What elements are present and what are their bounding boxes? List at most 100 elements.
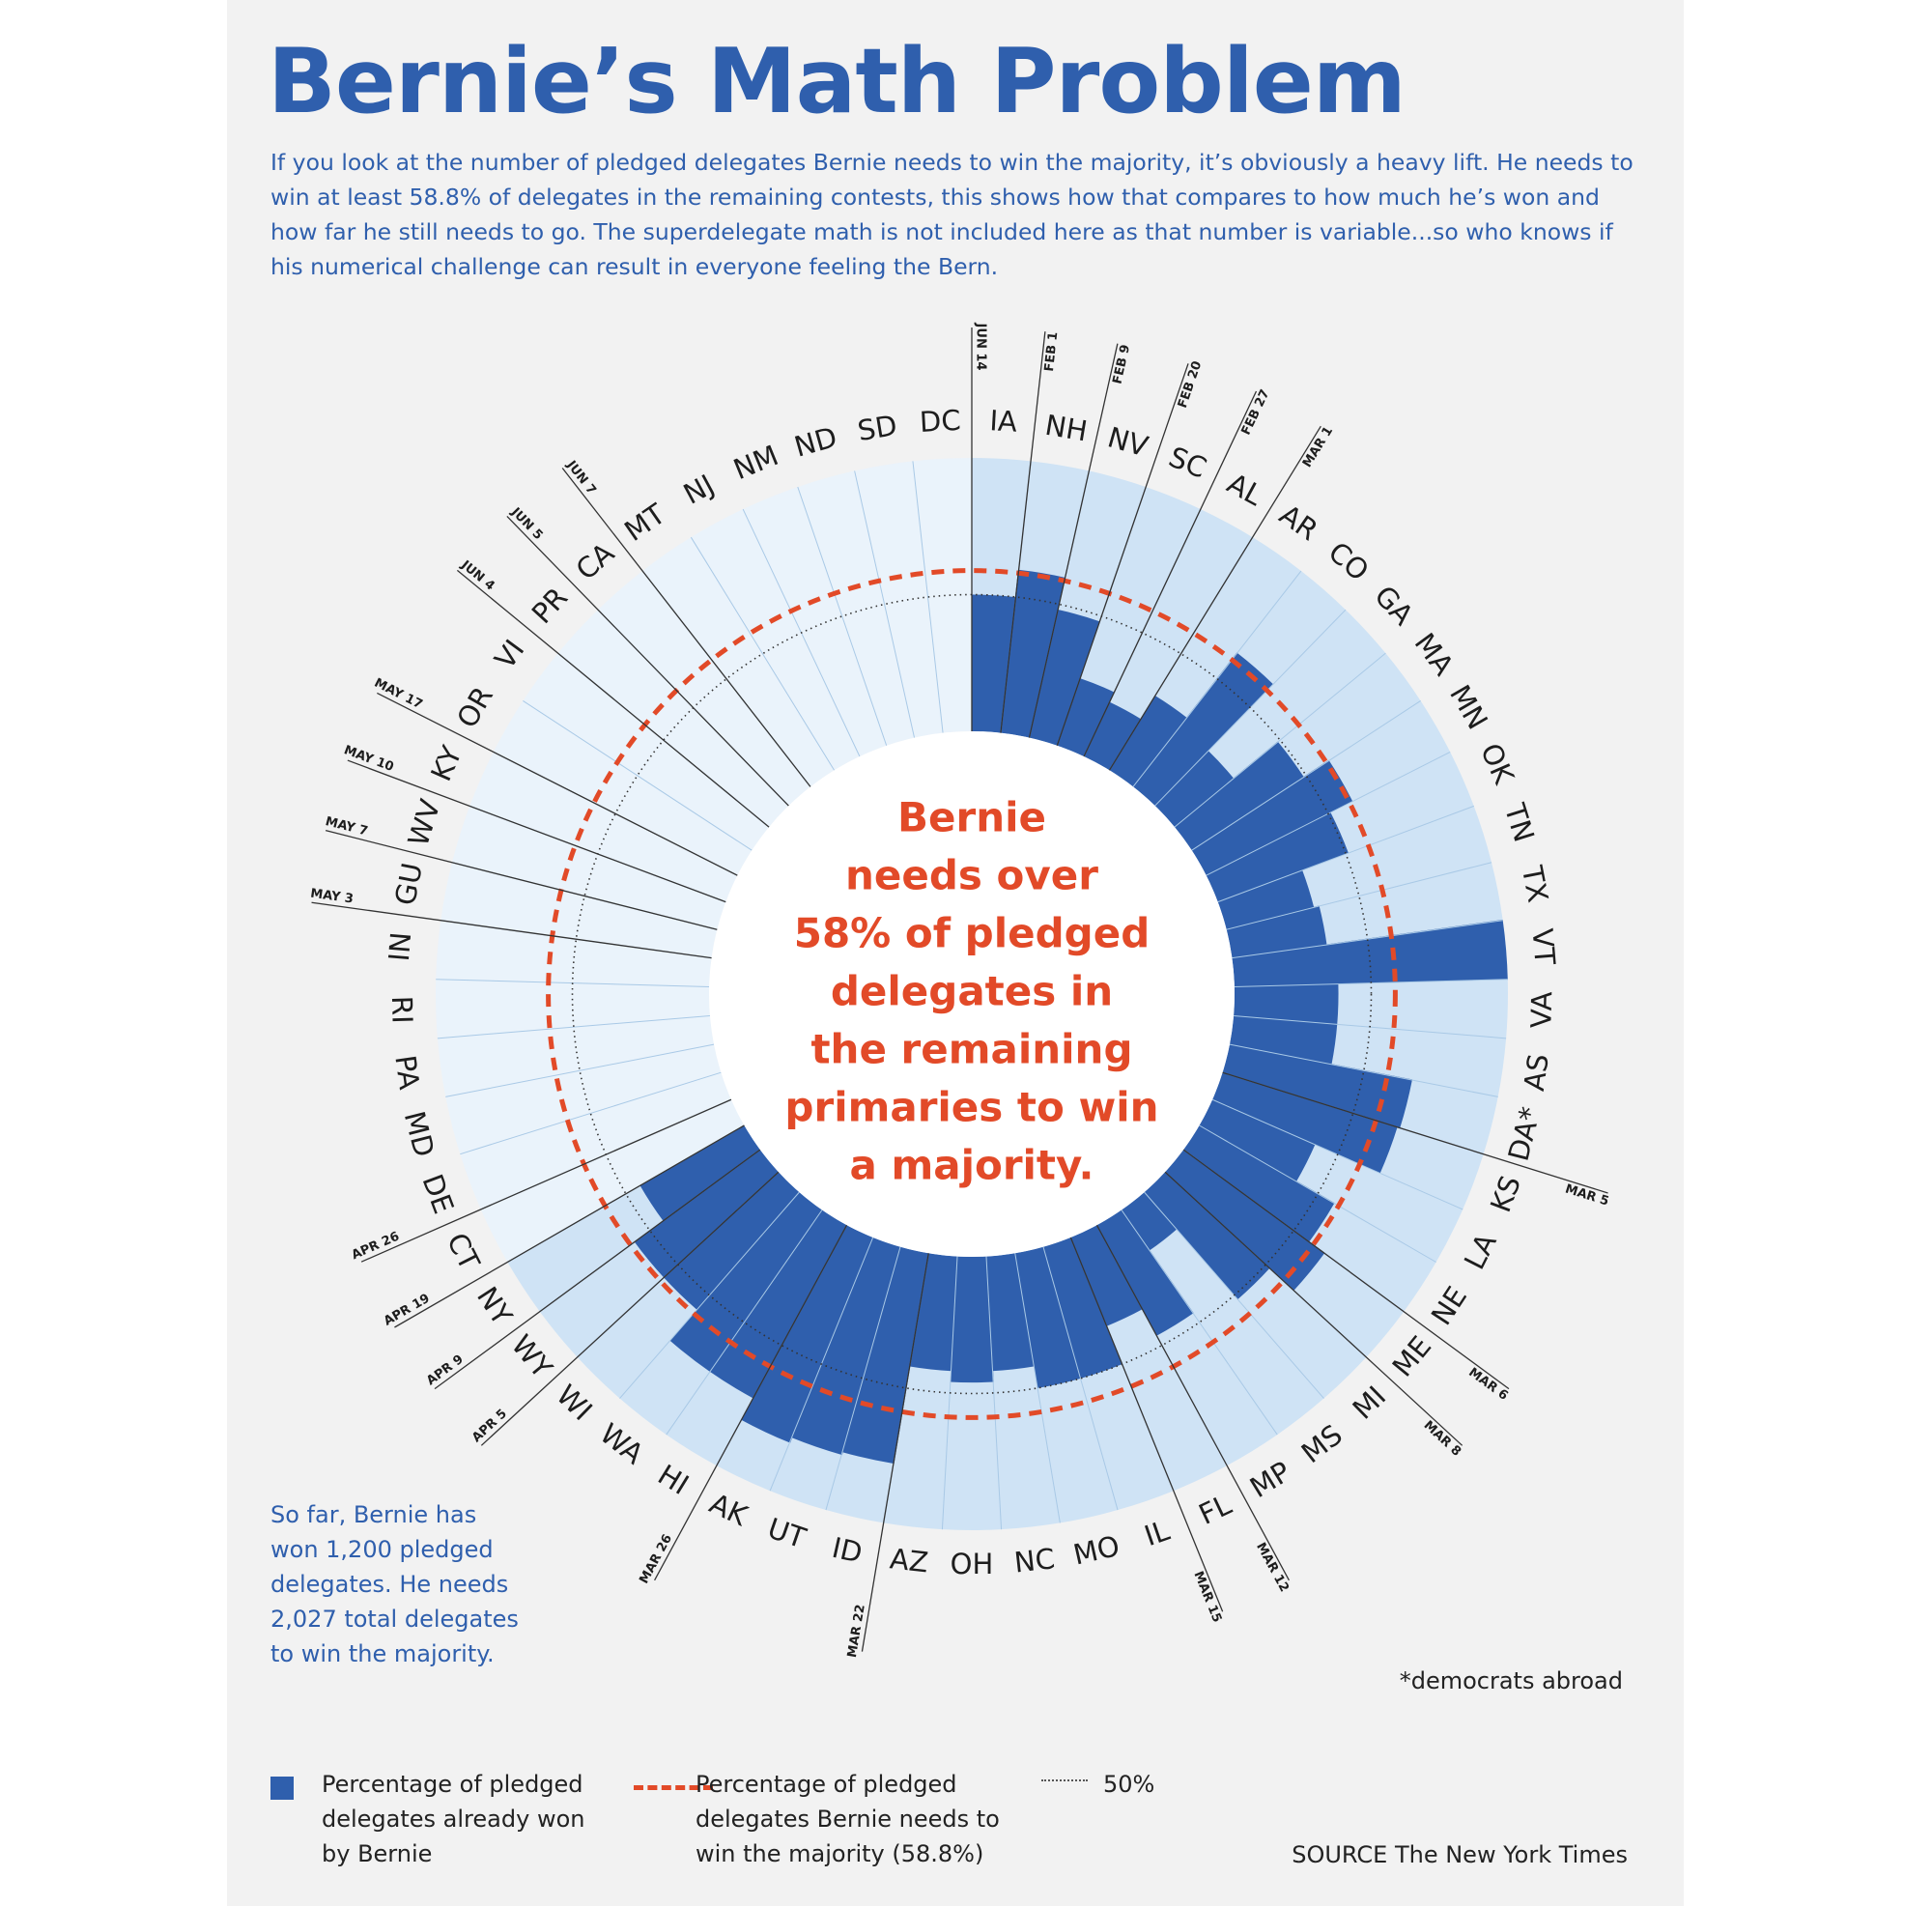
date-boundary-line: [480, 1171, 780, 1446]
state-label-AK: AK: [704, 1487, 753, 1533]
sector-DC: [912, 458, 972, 733]
state-label-ND: ND: [791, 420, 841, 464]
state-label-RI: RI: [385, 995, 419, 1024]
state-label-AZ: AZ: [888, 1542, 929, 1579]
date-boundary-line: [377, 692, 738, 876]
center-headline-line: 58% of pledged: [794, 910, 1151, 957]
won-bar-SC: [1056, 677, 1115, 757]
state-label-DA: DA*: [1502, 1103, 1548, 1164]
sector-WV: [451, 806, 726, 930]
legend-needed-dash: [634, 1785, 713, 1790]
sector-divider: [797, 486, 888, 746]
sector-OR: [493, 700, 753, 876]
state-label-AL: AL: [1222, 467, 1268, 512]
won-bar-IL: [1042, 1237, 1123, 1380]
date-boundary-line: [394, 1124, 745, 1328]
state-label-WY: WY: [505, 1328, 559, 1384]
center-disc: [709, 731, 1235, 1257]
state-label-TN: TN: [1498, 799, 1542, 846]
won-bar-HI: [709, 1209, 847, 1399]
date-boundary-line: [1069, 1237, 1224, 1612]
state-label-SC: SC: [1164, 441, 1211, 485]
state-label-VT: VT: [1525, 927, 1561, 967]
date-boundary-line: [561, 468, 811, 787]
state-label-PR: PR: [526, 581, 575, 630]
date-label: JUN 14: [974, 323, 988, 371]
won-bar-DA: [1222, 1043, 1412, 1129]
won-bar-IA: [971, 594, 1017, 733]
date-label: MAR 15: [1190, 1570, 1224, 1625]
sector-divider: [445, 1043, 715, 1097]
sector-SD: [854, 461, 944, 738]
sector-MD: [445, 1044, 722, 1154]
state-label-AS: AS: [1518, 1052, 1555, 1094]
won-bar-TX: [1226, 905, 1327, 959]
center-layer: Bernie needs over 58% of pledged delegates …: [709, 731, 1235, 1257]
date-label: JUN 5: [507, 504, 545, 543]
sector-divider: [1042, 1246, 1119, 1511]
legend-won-label: Percentage of pledged delegates already …: [322, 1771, 585, 1867]
sector-DE: [460, 1072, 731, 1209]
date-boundary-line: [311, 901, 712, 959]
sector-divider: [1199, 1124, 1436, 1263]
state-label-CO: CO: [1322, 535, 1376, 587]
state-label-MO: MO: [1070, 1529, 1122, 1572]
state-label-MD: MD: [398, 1108, 441, 1160]
state-label-DC: DC: [919, 404, 961, 439]
date-boundary-line: [347, 759, 726, 903]
date-label: FEB 20: [1176, 359, 1206, 410]
date-boundary-line: [456, 569, 770, 828]
state-label-SD: SD: [855, 409, 899, 447]
state-label-NH: NH: [1043, 409, 1091, 448]
date-boundary-line: [325, 829, 718, 930]
date-boundary-line: [360, 1098, 732, 1263]
date-label: FEB 27: [1239, 387, 1273, 438]
sector-divider: [854, 470, 916, 738]
sector-divider: [1174, 652, 1386, 828]
state-label-UT: UT: [763, 1512, 810, 1555]
center-headline-line: a majority.: [850, 1142, 1094, 1189]
won-bar-ME: [1164, 1149, 1325, 1292]
sector-MS: [1121, 1192, 1324, 1436]
intro-paragraph: If you look at the number of pledged del…: [270, 149, 1634, 280]
state-label-FL: FL: [1194, 1488, 1236, 1531]
state-label-ME: ME: [1386, 1330, 1438, 1383]
sector-NM: [743, 487, 887, 757]
won-bar-AZ: [909, 1253, 958, 1372]
sector-divider: [1217, 805, 1474, 903]
legend-fifty-label: 50%: [1103, 1771, 1155, 1798]
state-label-PA: PA: [388, 1053, 426, 1092]
sector-layer: [436, 458, 1508, 1531]
won-bar-VA: [1234, 982, 1339, 1025]
won-bar-AR: [1109, 695, 1188, 787]
sector-IN: [436, 920, 712, 987]
won-bar-OK: [1206, 811, 1350, 903]
state-label-AR: AR: [1273, 498, 1323, 547]
date-boundary-line: [1182, 1149, 1510, 1390]
won-bar-AK: [740, 1225, 874, 1443]
sector-PR: [557, 610, 789, 828]
footnote-democrats-abroad: *democrats abroad: [1399, 1667, 1623, 1694]
date-boundary-line: [434, 1149, 761, 1390]
sector-MT: [642, 537, 835, 787]
state-label-OR: OR: [450, 681, 499, 733]
state-label-MA: MA: [1408, 627, 1461, 681]
sector-divider: [437, 1014, 710, 1039]
date-boundary-line: [1222, 1071, 1608, 1194]
sector-divider: [1121, 1209, 1278, 1436]
center-headline-line: the remaining: [810, 1026, 1132, 1073]
won-bar-WY: [634, 1149, 780, 1278]
sector-CA: [598, 571, 810, 807]
state-label-NM: NM: [728, 439, 782, 486]
won-bar-ID: [841, 1246, 929, 1465]
won-bar-TN: [1217, 869, 1315, 930]
state-label-OH: OH: [951, 1548, 994, 1580]
won-bar-CO: [1132, 652, 1274, 807]
sector-GU: [440, 862, 718, 958]
won-bar-VT: [1232, 919, 1508, 987]
legend-needed-label: Percentage of pledged delegates Bernie n…: [696, 1771, 1000, 1867]
sector-divider: [1226, 862, 1492, 930]
state-label-GA: GA: [1368, 580, 1420, 632]
state-label-NC: NC: [1012, 1542, 1056, 1579]
won-bar-KS: [1211, 1071, 1398, 1175]
